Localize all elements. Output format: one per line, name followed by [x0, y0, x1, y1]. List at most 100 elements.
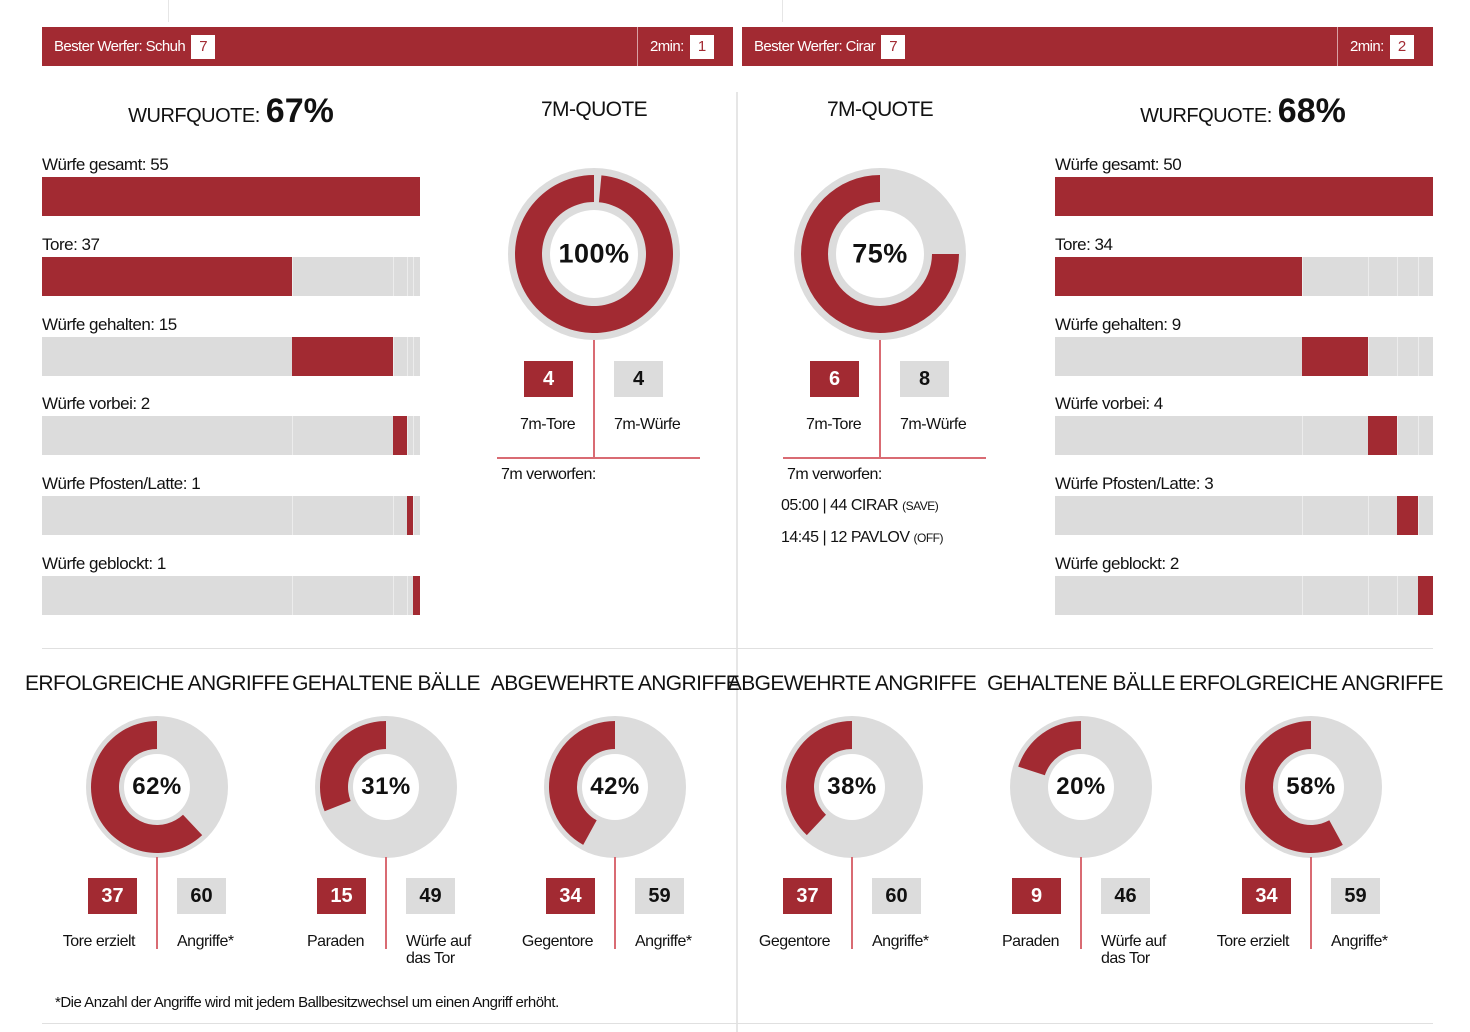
wurfquote-label: WURFQUOTE:	[128, 105, 260, 127]
bar-separator	[1396, 256, 1398, 296]
two-minutes: 2min: 2	[1350, 27, 1414, 66]
donut-value-label: Gegentore	[521, 933, 594, 950]
divider-bottom	[42, 1023, 1433, 1024]
donut-value-box: 9	[1012, 878, 1061, 914]
donut-title: ABGEWEHRTE ANGRIFFE	[727, 672, 977, 695]
bar-separator	[406, 416, 408, 456]
bar-fill	[1418, 576, 1433, 615]
donut-value-arc	[320, 721, 386, 812]
missed-entry-tag: (SAVE)	[902, 499, 939, 513]
seven-goals-box: 6	[810, 361, 859, 397]
bar-label: Würfe geblockt: 2	[1055, 554, 1179, 573]
bar-separator	[413, 336, 415, 376]
header-divider	[637, 27, 638, 66]
two-minutes: 2min: 1	[650, 27, 714, 66]
stat-bar	[1055, 256, 1433, 296]
bar-label: Würfe gesamt: 55	[42, 155, 169, 174]
best-scorer: Bester Werfer: Cirar 7	[754, 27, 906, 66]
donut-total-label: Angriffe*	[872, 933, 929, 950]
bar-separator	[413, 416, 415, 456]
donut-value-box: 34	[546, 878, 595, 914]
donut-vline	[1080, 857, 1082, 949]
donut-center	[1278, 754, 1344, 820]
footnote: *Die Anzahl der Angriffe wird mit jedem …	[55, 994, 559, 1011]
donut-value-label: Gegentore	[758, 933, 831, 950]
two-minutes-label: 2min:	[650, 38, 684, 55]
donut-total-box: 60	[177, 878, 226, 914]
stat-donut	[86, 716, 228, 858]
donut-percentage: 58%	[1286, 773, 1336, 800]
seven-goals-box: 4	[524, 361, 573, 397]
bar-fill	[291, 336, 393, 376]
donut-value-box: 37	[88, 878, 137, 914]
missed-entry-text: 05:00 | 44 CIRAR	[781, 497, 899, 514]
seven-donut	[794, 168, 966, 340]
seven-title: 7M-QUOTE	[826, 98, 934, 121]
stat-donut	[1240, 716, 1382, 858]
bar-label: Würfe Pfosten/Latte: 1	[42, 474, 201, 494]
bar-label: Tore: 34	[1055, 234, 1113, 254]
donut-total-box: 59	[635, 878, 684, 914]
donut-value-arc	[90, 721, 203, 853]
stat-donut	[781, 716, 923, 858]
donut-value-label: Tore erzielt	[1216, 933, 1290, 950]
bar-fill	[1055, 177, 1433, 216]
donut-total-label: Angriffe*	[635, 933, 692, 950]
bar-separator	[393, 336, 394, 376]
stat-donut	[1010, 716, 1152, 858]
donut-title: GEHALTENE BÄLLE	[292, 672, 480, 695]
stat-bar	[42, 177, 420, 216]
bar-separator	[291, 416, 293, 456]
best-scorer-count: 7	[881, 34, 906, 59]
bar-separator	[1302, 416, 1304, 456]
donut-center	[582, 754, 648, 820]
bar-separator	[413, 256, 415, 296]
bar-separator	[1302, 256, 1304, 296]
donut-center	[353, 754, 419, 820]
seven-vline	[879, 340, 881, 458]
wurfquote: WURFQUOTE: 68%	[1140, 92, 1346, 131]
two-minutes-count: 1	[689, 34, 714, 59]
missed-entry-tag: (OFF)	[913, 531, 943, 545]
donut-percentage: 38%	[827, 773, 877, 800]
bar-fill	[1055, 256, 1303, 296]
stat-bar	[1055, 416, 1433, 456]
bar-separator	[1396, 336, 1398, 376]
header-bar-left: Bester Werfer: Schuh 7 2min: 1	[42, 27, 733, 66]
bar-separator	[1367, 576, 1369, 615]
donut-value-arc	[1018, 721, 1081, 776]
donut-total-label: Würfe auf das Tor	[1101, 933, 1166, 967]
seven-goals-label: 7m-Tore	[520, 416, 576, 433]
bar-label: Tore: 37	[42, 234, 100, 254]
header-divider	[1337, 27, 1338, 66]
donut-total-box: 59	[1331, 878, 1380, 914]
donut-value-arc	[786, 721, 852, 836]
donut-total-box: 60	[872, 878, 921, 914]
best-scorer: Bester Werfer: Schuh 7	[54, 27, 216, 66]
bar-separator	[393, 496, 394, 536]
stat-bar	[42, 576, 420, 615]
bar-label: Würfe geblockt: 1	[42, 554, 166, 573]
wurfquote: WURFQUOTE: 67%	[128, 92, 334, 131]
best-scorer-label: Bester Werfer: Cirar	[754, 38, 876, 55]
bar-separator	[1418, 336, 1420, 376]
seven-missed-label: 7m verworfen:	[787, 466, 882, 483]
seven-throws-box: 4	[614, 361, 663, 397]
donut-value-box: 37	[783, 878, 832, 914]
donut-center	[836, 210, 924, 298]
stat-bar	[1055, 177, 1433, 216]
stat-bar	[1055, 336, 1433, 376]
donut-value-box: 34	[1242, 878, 1291, 914]
donut-value-box: 15	[317, 878, 366, 914]
bar-separator	[1418, 256, 1420, 296]
bar-separator	[393, 576, 394, 615]
donut-title: ERFOLGREICHE ANGRIFFE	[25, 672, 290, 695]
header-bar-right: Bester Werfer: Cirar 7 2min: 2	[742, 27, 1433, 66]
bar-label: Würfe Pfosten/Latte: 3	[1055, 474, 1214, 494]
missed-entry-text: 14:45 | 12 PAVLOV	[781, 529, 910, 546]
seven-throws-label: 7m-Würfe	[614, 416, 681, 433]
donut-title: ERFOLGREICHE ANGRIFFE	[1179, 672, 1444, 695]
donut-value-label: Tore erzielt	[62, 933, 136, 950]
seven-donut	[508, 168, 680, 340]
stat-donut	[544, 716, 686, 858]
